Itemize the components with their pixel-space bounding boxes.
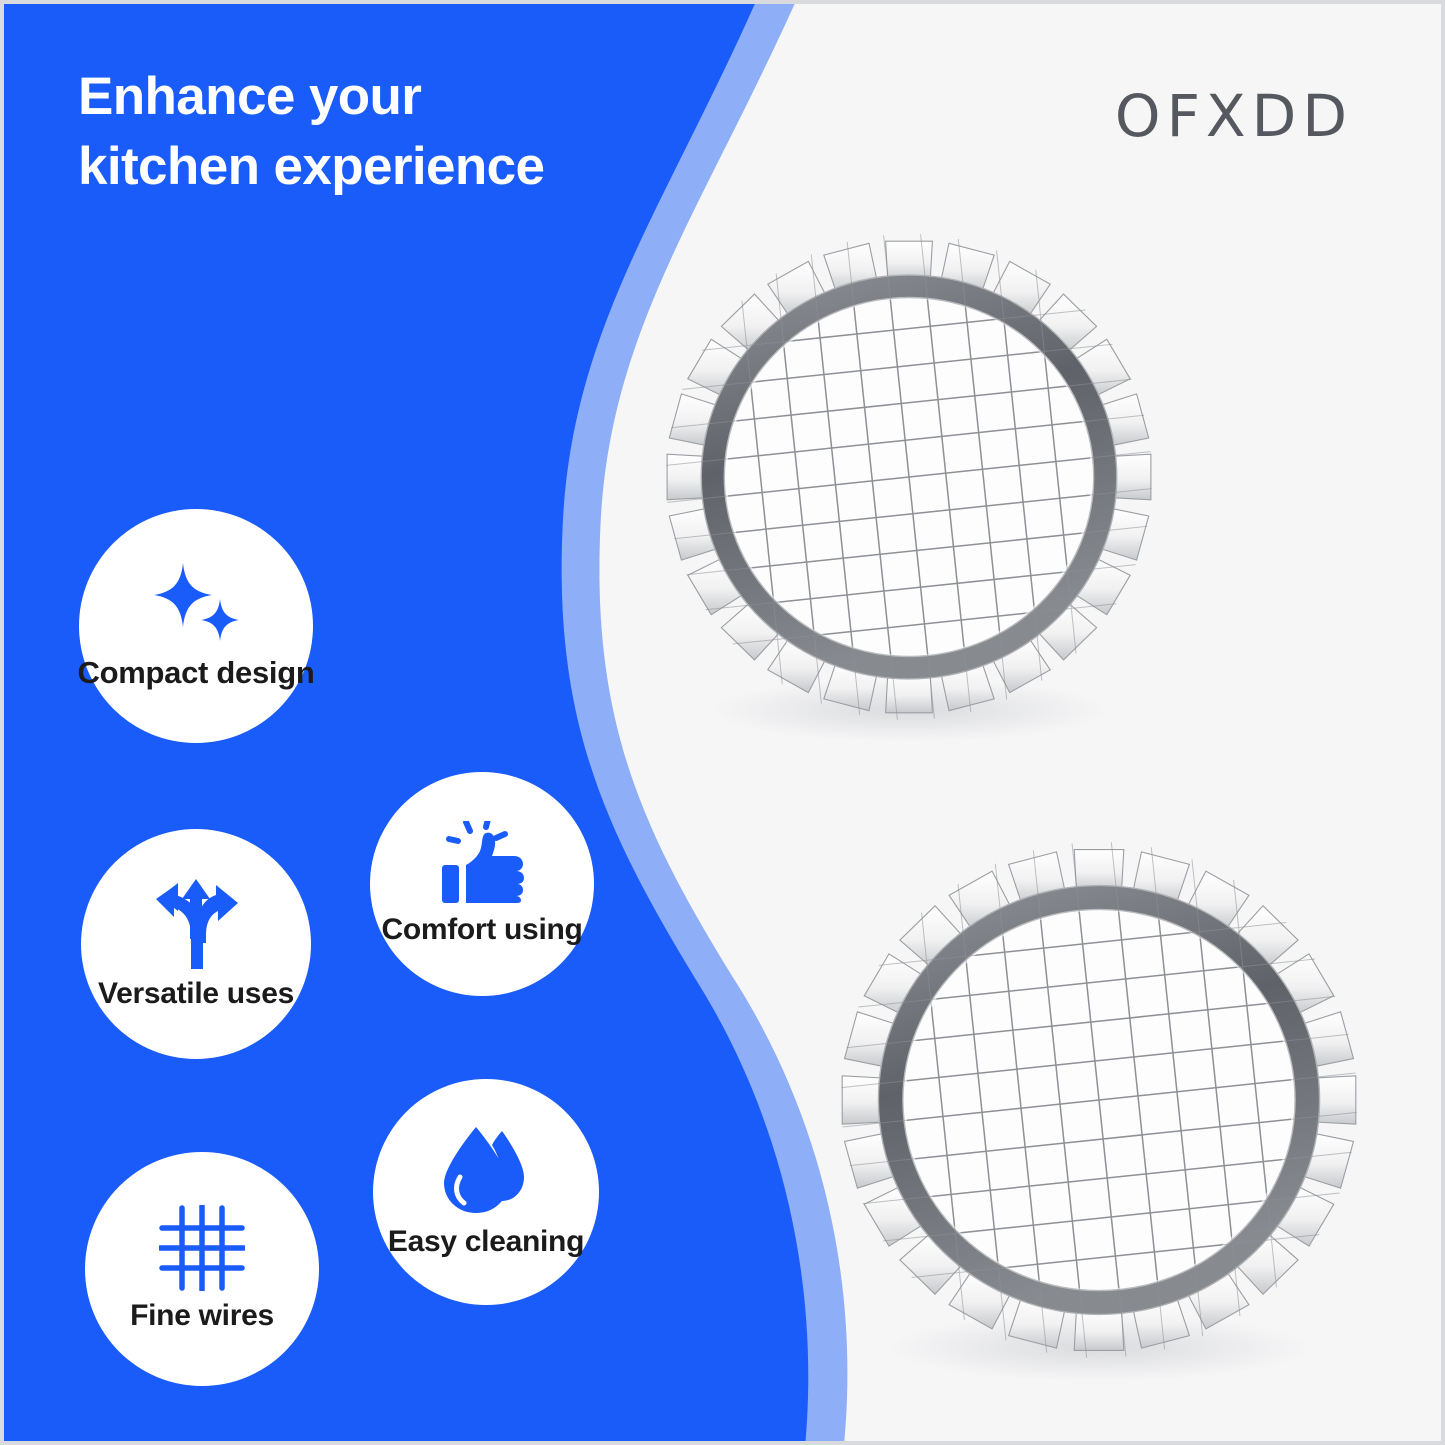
mesh-wire: [1035, 269, 1077, 654]
thumbs-up-icon: [442, 816, 524, 903]
page-title: Enhance your kitchen experience: [78, 67, 545, 196]
mesh-wire: [705, 564, 1136, 611]
wire-grid-icon: [157, 1203, 247, 1293]
mesh-wire: [1233, 879, 1277, 1288]
feature-label-compact-design: Compact design: [77, 655, 315, 690]
mesh-wire: [862, 1151, 1352, 1205]
metal-ring: [878, 885, 1320, 1315]
mesh-wire: [957, 238, 1008, 700]
mesh-wire: [1150, 847, 1204, 1337]
mesh-wire: [1110, 842, 1166, 1350]
feature-bubble-versatile-uses: Versatile uses: [81, 829, 311, 1059]
ring-outer-edge: [877, 884, 1321, 1316]
metal-ring: [701, 274, 1117, 680]
mesh-wire: [882, 1192, 1340, 1242]
mesh-wire: [911, 1234, 1320, 1278]
feature-label-easy-cleaning: Easy cleaning: [387, 1225, 585, 1258]
feature-bubble-comfort-using: Comfort using: [370, 772, 594, 996]
mesh-wire: [996, 250, 1043, 681]
feature-label-fine-wires: Fine wires: [130, 1299, 274, 1332]
branching-arrows-icon: [148, 877, 244, 969]
product-image-wire-mesh-blade-bottom: [801, 802, 1397, 1398]
mesh-wire: [732, 603, 1117, 645]
mesh-wire: [920, 234, 972, 713]
water-drops-icon: [444, 1127, 524, 1213]
sparkle-icon: [154, 563, 239, 641]
mesh-wire-overhang: [841, 842, 1357, 1358]
thumbs-up-icon: [436, 816, 528, 905]
branching-arrows-icon: [156, 879, 238, 969]
mesh-wire: [1191, 859, 1241, 1317]
mesh-wire: [673, 488, 1152, 540]
ring-outer-edge: [700, 274, 1118, 680]
blue-wave-shape: [4, 4, 809, 1441]
sparkle-icon: [148, 561, 244, 647]
brand-logo: OFXDD: [1114, 82, 1353, 150]
mesh-wire: [686, 525, 1148, 576]
mesh-wire: [667, 451, 1151, 503]
feature-label-comfort-using: Comfort using: [381, 913, 583, 946]
feature-bubble-compact-design: Compact design: [77, 509, 315, 743]
wire-mesh-blade-bottom-graphic: [841, 842, 1357, 1382]
mesh-wire: [849, 1111, 1357, 1167]
water-drops-icon: [440, 1125, 532, 1217]
mesh-wire: [842, 1072, 1356, 1128]
wire-mesh-blade-top-graphic: [666, 234, 1152, 742]
product-image-wire-mesh-blade-top: [626, 194, 1192, 760]
feature-bubble-easy-cleaning: Easy cleaning: [373, 1079, 599, 1305]
feature-label-versatile-uses: Versatile uses: [98, 977, 294, 1010]
wire-grid-icon: [157, 1203, 247, 1293]
feature-bubble-fine-wires: Fine wires: [85, 1152, 319, 1386]
mesh-wire-overhang: [666, 234, 1152, 720]
